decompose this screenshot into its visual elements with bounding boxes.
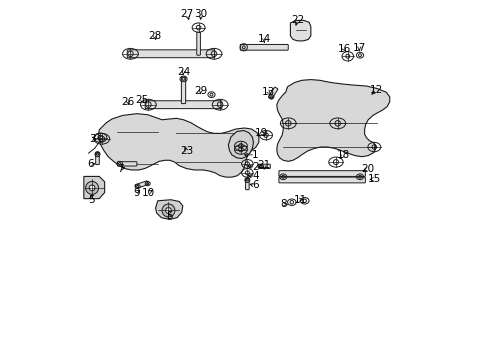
Text: 20: 20 [360,163,373,174]
Text: 22: 22 [290,15,304,26]
Text: 30: 30 [194,9,207,19]
Text: 14: 14 [257,35,270,44]
FancyBboxPatch shape [135,181,148,188]
Circle shape [165,208,171,213]
Text: 5: 5 [87,195,94,205]
Text: 5: 5 [165,211,172,221]
FancyBboxPatch shape [127,50,214,58]
Polygon shape [276,80,389,161]
Text: 3: 3 [89,134,95,144]
Polygon shape [290,21,310,41]
FancyBboxPatch shape [278,171,365,176]
Circle shape [162,204,175,217]
FancyBboxPatch shape [240,44,287,50]
Text: 26: 26 [121,97,134,107]
Text: 12: 12 [369,85,382,95]
Text: 6: 6 [87,159,94,169]
FancyBboxPatch shape [196,32,200,55]
FancyBboxPatch shape [145,101,222,109]
Text: 18: 18 [336,150,349,160]
Text: 19: 19 [255,128,268,138]
FancyBboxPatch shape [278,177,365,183]
Text: 7: 7 [117,163,124,174]
Polygon shape [155,200,183,220]
Text: 28: 28 [148,31,161,41]
Text: 25: 25 [135,95,149,105]
FancyBboxPatch shape [245,179,249,190]
Text: 10: 10 [142,188,155,198]
FancyBboxPatch shape [268,87,277,99]
Text: 9: 9 [133,188,139,198]
Text: 24: 24 [177,67,190,77]
Polygon shape [228,131,253,158]
Text: 6: 6 [251,180,258,190]
Text: 21: 21 [257,160,270,170]
FancyBboxPatch shape [96,152,99,165]
Text: 23: 23 [180,145,193,156]
Text: 29: 29 [194,86,207,96]
Circle shape [85,181,99,194]
Polygon shape [98,114,258,177]
Text: 2: 2 [251,162,258,172]
Text: 13: 13 [262,87,275,97]
Text: 27: 27 [180,9,193,19]
FancyBboxPatch shape [258,164,270,168]
Text: 15: 15 [367,174,380,184]
Text: 4: 4 [251,171,258,181]
FancyBboxPatch shape [181,77,185,104]
Text: 11: 11 [293,195,306,205]
Text: 8: 8 [280,199,286,210]
Text: 17: 17 [352,43,365,53]
Polygon shape [83,176,104,199]
Text: 1: 1 [251,150,258,160]
FancyBboxPatch shape [117,162,137,166]
Circle shape [89,185,95,191]
Text: 16: 16 [337,44,350,54]
